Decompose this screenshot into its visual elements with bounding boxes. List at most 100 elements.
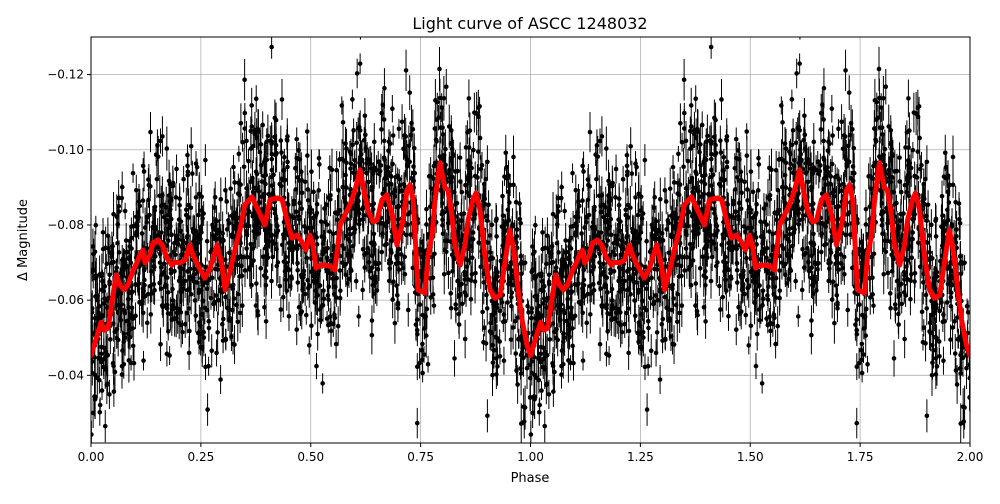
data-point (258, 150, 263, 155)
data-point (332, 292, 337, 297)
data-point (519, 421, 524, 426)
data-point (206, 364, 211, 369)
data-point (370, 318, 375, 323)
data-point (941, 358, 946, 363)
data-point (196, 235, 201, 240)
data-point (517, 201, 522, 206)
data-point (796, 314, 801, 319)
data-point (485, 414, 490, 419)
data-point (191, 227, 196, 232)
data-point (94, 275, 99, 280)
data-point (457, 312, 462, 317)
data-point (141, 198, 146, 203)
data-point (113, 370, 118, 375)
data-point (353, 227, 358, 232)
data-point (392, 188, 397, 193)
data-point (185, 173, 190, 178)
data-point (449, 306, 454, 311)
data-point (881, 272, 886, 277)
data-point (822, 86, 827, 91)
data-point (194, 195, 199, 200)
data-point (237, 152, 242, 157)
data-point (223, 188, 228, 193)
data-point (167, 353, 172, 358)
data-point (186, 215, 191, 220)
data-point (133, 314, 138, 319)
data-point (921, 182, 926, 187)
data-point (206, 319, 211, 324)
data-point (305, 256, 310, 261)
data-point (160, 305, 165, 310)
data-point (815, 267, 820, 272)
data-point (462, 290, 467, 295)
data-point (358, 61, 363, 66)
data-point (447, 124, 452, 129)
data-point (91, 252, 96, 257)
data-point (106, 233, 111, 238)
data-point (107, 392, 112, 397)
data-point (103, 424, 108, 429)
data-point (279, 138, 284, 143)
data-point (185, 288, 190, 293)
data-point (304, 313, 309, 318)
data-point (363, 113, 368, 118)
data-point (285, 165, 290, 170)
data-point (273, 153, 278, 158)
data-point (181, 286, 186, 291)
data-point (412, 146, 417, 151)
data-point (440, 212, 445, 217)
data-point (418, 302, 423, 307)
data-point (362, 138, 367, 143)
data-point (279, 150, 284, 155)
data-point (93, 373, 98, 378)
data-point (309, 169, 314, 174)
data-point (760, 303, 765, 308)
data-point (542, 424, 547, 429)
data-point (212, 300, 217, 305)
data-point (505, 176, 510, 181)
data-point (839, 120, 844, 125)
data-point (106, 246, 111, 251)
data-point (135, 224, 140, 229)
data-point (521, 261, 526, 266)
data-point (194, 314, 199, 319)
data-point (401, 146, 406, 151)
data-point (775, 324, 780, 329)
data-point (237, 193, 242, 198)
data-point (467, 96, 472, 101)
data-point (407, 90, 412, 95)
data-point (515, 382, 520, 387)
data-point (125, 250, 130, 255)
data-point (397, 247, 402, 252)
data-point (394, 283, 399, 288)
data-point (465, 264, 470, 269)
data-point (471, 230, 476, 235)
data-point (195, 165, 200, 170)
data-point (877, 67, 882, 72)
data-point (241, 255, 246, 260)
data-point (871, 303, 876, 308)
data-point (94, 223, 99, 228)
data-point (305, 153, 310, 158)
data-point (209, 348, 214, 353)
data-point (168, 182, 173, 187)
data-point (141, 358, 146, 363)
data-point (395, 293, 400, 298)
data-point (163, 285, 168, 290)
data-point (485, 306, 490, 311)
data-point (155, 143, 160, 148)
data-point (468, 175, 473, 180)
data-point (954, 368, 959, 373)
data-point (455, 169, 460, 174)
data-point (239, 121, 244, 126)
data-point (295, 280, 300, 285)
data-point (469, 278, 474, 283)
data-point (259, 163, 264, 168)
data-point (293, 166, 298, 171)
data-point (161, 203, 166, 208)
data-point (159, 265, 164, 270)
data-point (509, 290, 514, 295)
data-point (174, 167, 179, 172)
data-point (547, 272, 552, 277)
data-point (953, 351, 958, 356)
